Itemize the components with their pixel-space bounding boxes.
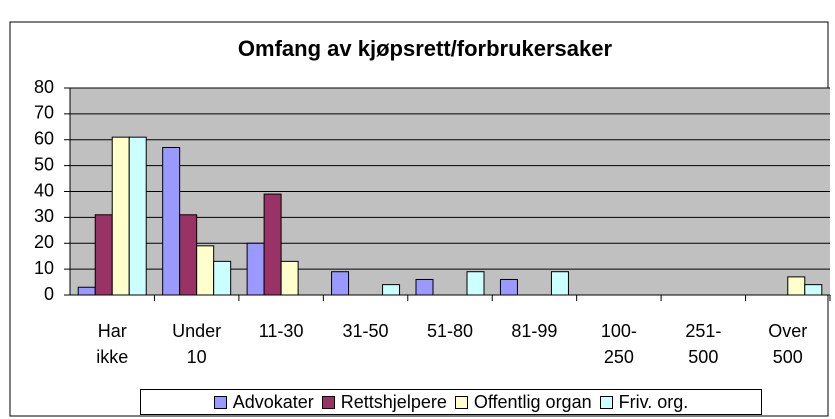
bar [331,271,350,296]
bar [196,245,215,296]
x-tick-label: 31-50 [342,321,389,341]
bar [162,147,181,296]
x-tick-label: 251-500 [685,321,722,367]
bar [213,260,232,296]
legend-item: Rettshjelpere [321,391,447,413]
x-tick-label: 11-30 [258,321,304,341]
chart-title: Omfang av kjøpsrett/forbrukersaker [238,36,613,61]
y-tick-label: 0 [44,284,54,304]
bar [263,193,282,296]
y-tick-label: 70 [34,103,54,123]
y-tick-label: 50 [34,154,54,174]
legend-label: Advokater [232,391,314,412]
bar [77,286,96,296]
legend-label: Offentlig organ [473,391,592,412]
bar [804,284,823,296]
x-tick-label: Har ikke [96,321,129,367]
legend: Advokater Rettshjelpere Offentlig organ Fri… [140,389,762,415]
bar [787,276,806,296]
bar [466,271,485,296]
bar [415,278,434,296]
bar [280,260,299,296]
x-tick-label: 51-80 [426,321,474,341]
legend-swatch [321,395,335,409]
bar [550,271,569,296]
bar [111,136,130,296]
bar [246,242,265,296]
bar [179,214,198,296]
x-tick-label: 81-99 [511,321,558,341]
bar [128,136,147,296]
legend-label: Rettshjelpere [340,391,447,412]
x-tick-label: Under 10 [172,321,222,367]
legend-item: Offentlig organ [454,391,592,413]
x-tick-label: 100-250 [600,321,637,367]
y-tick-label: 60 [34,129,54,149]
bar [382,284,401,296]
y-tick-label: 10 [34,258,54,278]
bar [499,278,518,296]
legend-label: Friv. org. [618,391,689,412]
y-tick-label: 20 [34,232,54,252]
x-tick-label: Over 500 [768,321,808,367]
legend-swatch [599,395,613,409]
legend-swatch [454,395,468,409]
y-tick-label: 80 [34,77,54,97]
legend-item: Advokater [213,391,314,413]
bar [94,214,113,296]
legend-swatch [213,395,227,409]
y-tick-label: 40 [34,180,54,200]
legend-item: Friv. org. [599,391,689,413]
y-tick-label: 30 [34,206,54,226]
